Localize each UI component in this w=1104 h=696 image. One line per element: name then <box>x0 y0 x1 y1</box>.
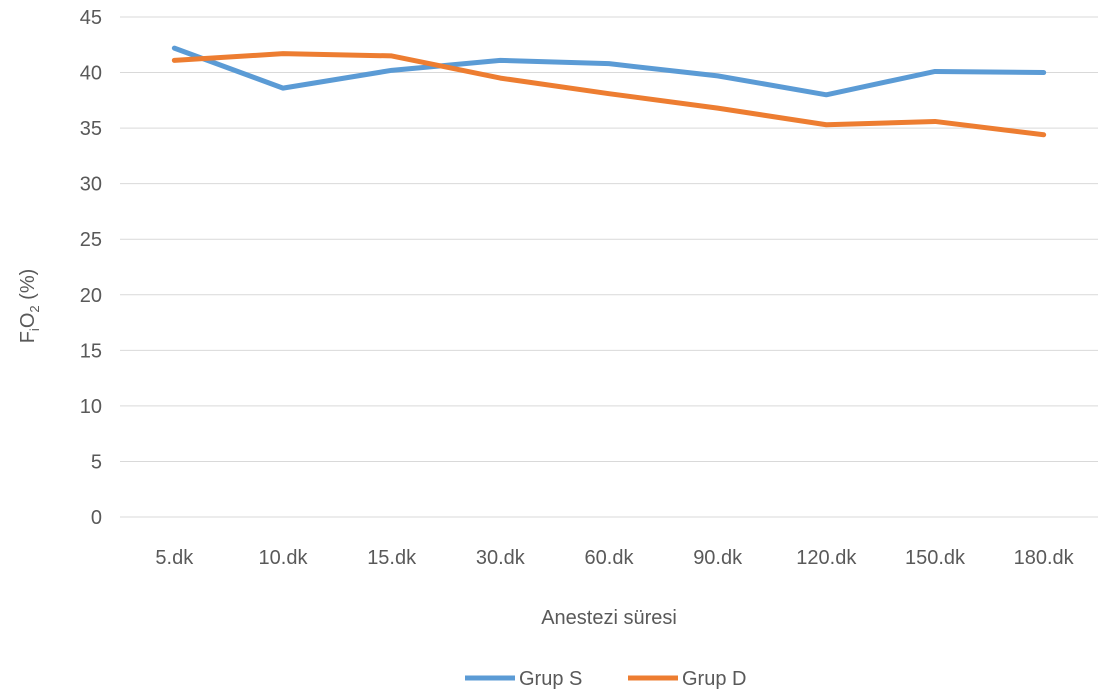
y-axis-title-sub-i: i <box>27 328 42 331</box>
legend-label-1: Grup D <box>682 668 746 690</box>
x-tick-label: 180.dk <box>1014 547 1075 569</box>
series-lines <box>171 45 1047 138</box>
y-tick-label: 30 <box>80 174 102 196</box>
x-tick-label: 150.dk <box>905 547 966 569</box>
series-line-0 <box>171 45 1047 98</box>
y-axis-ticks: 0 5 10 15 20 25 30 35 40 45 <box>80 7 102 529</box>
y-tick-label: 20 <box>80 285 102 307</box>
gridlines <box>120 16 1098 518</box>
x-tick-label: 30.dk <box>476 547 526 569</box>
x-tick-label: 10.dk <box>259 547 309 569</box>
y-tick-label: 25 <box>80 229 102 251</box>
legend-label-0: Grup S <box>519 668 582 690</box>
x-tick-label: 60.dk <box>585 547 635 569</box>
x-tick-label: 5.dk <box>155 547 194 569</box>
x-tick-label: 15.dk <box>367 547 417 569</box>
y-axis-title: FiO2 (%) <box>17 269 42 344</box>
y-tick-label: 15 <box>80 340 102 362</box>
y-tick-label: 5 <box>91 451 102 473</box>
y-axis-title-f: F <box>17 331 39 343</box>
x-axis-ticks: 5.dk 10.dk 15.dk 30.dk 60.dk 90.dk 120.dk 150.d… <box>155 547 1074 569</box>
y-axis-title-unit: (%) <box>17 269 39 306</box>
y-tick-label: 10 <box>80 396 102 418</box>
x-axis-title: Anestezi süresi <box>541 607 677 629</box>
x-tick-label: 90.dk <box>693 547 743 569</box>
legend: Grup S Grup D <box>465 668 746 690</box>
y-axis-title-o: O <box>17 313 39 329</box>
y-tick-label: 35 <box>80 118 102 140</box>
y-tick-label: 45 <box>80 7 102 29</box>
y-axis-title-sub-2: 2 <box>27 305 42 312</box>
series-line-1 <box>171 51 1047 138</box>
x-tick-label: 120.dk <box>796 547 857 569</box>
y-tick-label: 40 <box>80 63 102 85</box>
y-tick-label: 0 <box>91 507 102 529</box>
